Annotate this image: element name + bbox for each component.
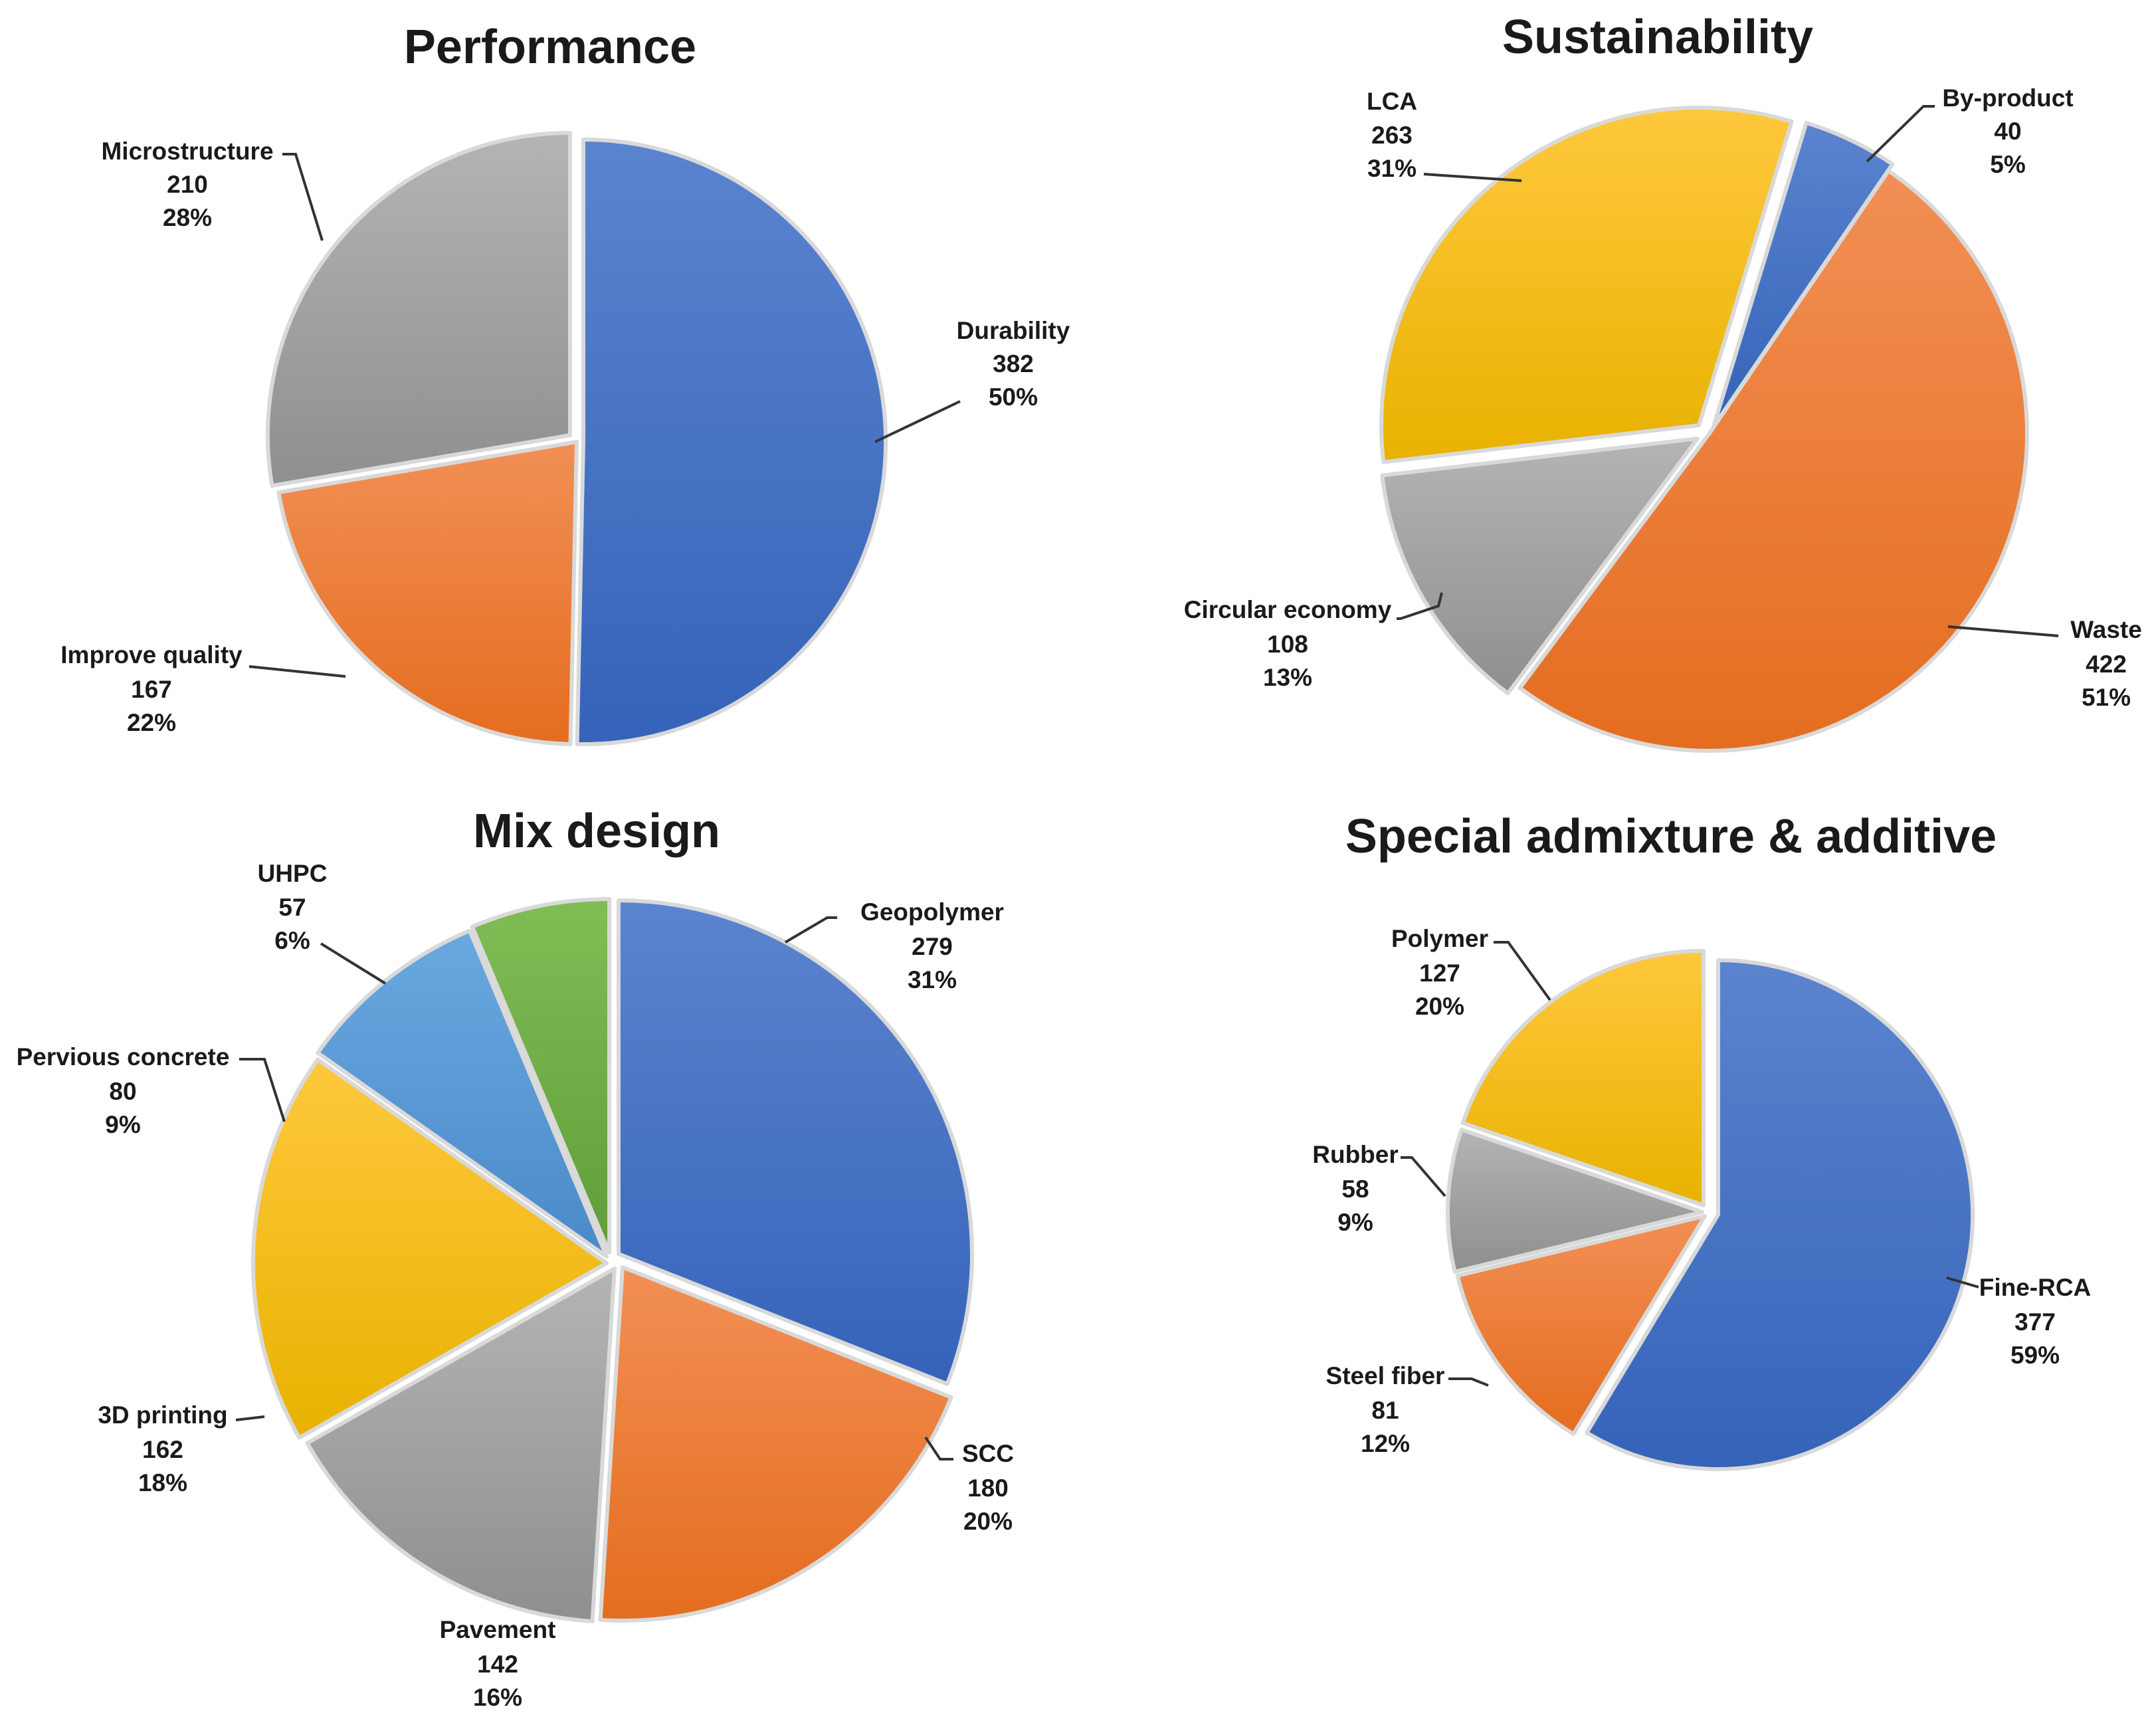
chart-mix-design: Mix design Geopolymer 279 31% SCC 180 20… (17, 805, 1014, 1711)
leader-line-by-product (1866, 105, 1935, 163)
leader-line-microstructure (282, 153, 324, 241)
chart-title: Sustainability (1502, 11, 1813, 64)
slice-value-steel-fiber: 81 (1371, 1397, 1399, 1424)
leader-line-waste (1947, 625, 2059, 637)
slice-percent-pavement: 16% (473, 1684, 522, 1711)
slice-percent-waste: 51% (2082, 684, 2131, 711)
slice-value-geopolymer: 279 (912, 933, 953, 960)
slice-value-rubber: 58 (1341, 1175, 1369, 1203)
slice-label-by-product: By-product (1942, 84, 2073, 112)
pie-slice-3d-printing (251, 1057, 609, 1440)
pie-slices (251, 897, 974, 1623)
chart-sustainability: Sustainability By-product 40 5% Waste 42… (1184, 11, 2142, 753)
slice-value-pervious-concrete: 80 (109, 1078, 136, 1105)
slice-label-fine-rca: Fine-RCA (1979, 1274, 2092, 1301)
pie-slices (1379, 106, 2029, 753)
leader-line-geopolymer (784, 916, 837, 944)
pie-slice-lca (1379, 106, 1794, 464)
slice-label-3d-printing: 3D printing (98, 1401, 227, 1429)
slice-value-pavement: 142 (477, 1651, 518, 1678)
slice-label-scc: SCC (962, 1440, 1014, 1467)
leader-line-durability (874, 400, 961, 443)
slice-label-pavement: Pavement (440, 1616, 556, 1643)
slice-percent-uhpc: 6% (274, 927, 310, 954)
slice-value-uhpc: 57 (278, 894, 306, 921)
slice-value-polymer: 127 (1419, 960, 1460, 987)
slice-percent-rubber: 9% (1337, 1209, 1373, 1236)
slice-percent-steel-fiber: 12% (1361, 1430, 1410, 1457)
slice-percent-fine-rca: 59% (2010, 1342, 2060, 1369)
slice-label-rubber: Rubber (1312, 1141, 1399, 1168)
pie-slice-uhpc (470, 897, 611, 1255)
slice-value-improve-quality: 167 (131, 676, 172, 703)
pie-slice-improve-quality (276, 440, 579, 746)
pie-slice-pavement (305, 1266, 617, 1623)
pie-slice-scc (598, 1265, 953, 1623)
leader-line-steel-fiber (1448, 1377, 1489, 1387)
leader-line-polymer (1494, 941, 1551, 1001)
slice-percent-by-product: 5% (1990, 151, 2025, 178)
slice-value-3d-printing: 162 (142, 1436, 183, 1463)
slice-value-waste: 422 (2086, 651, 2127, 678)
chart-performance: Performance Durability 382 50% Improve q… (60, 21, 1070, 746)
slice-label-waste: Waste (2070, 616, 2142, 643)
leader-line-pervious-concrete (239, 1058, 286, 1122)
chart-title: Special admixture & additive (1345, 810, 1997, 863)
slice-percent-geopolymer: 31% (908, 966, 957, 993)
slice-percent-polymer: 20% (1415, 993, 1464, 1020)
leader-line-fine-rca (1946, 1276, 1979, 1288)
pie-slice-by-product (1712, 120, 1895, 429)
slice-label-geopolymer: Geopolymer (860, 898, 1004, 926)
slice-percent-scc: 20% (963, 1508, 1013, 1535)
slice-value-microstructure: 210 (167, 171, 208, 198)
leader-line-improve-quality (248, 665, 346, 678)
chart-special-admixture-additive: Special admixture & additive Fine-RCA 37… (1312, 810, 2092, 1471)
leader-line-rubber (1401, 1156, 1446, 1197)
slice-percent-pervious-concrete: 9% (105, 1111, 140, 1138)
pie-slice-geopolymer (617, 898, 974, 1386)
slice-label-durability: Durability (957, 317, 1070, 344)
slice-value-durability: 382 (993, 350, 1034, 377)
pie-slice-polymer (1460, 949, 1706, 1207)
slice-value-lca: 263 (1371, 122, 1413, 149)
chart-title: Performance (404, 21, 696, 74)
slice-label-circular-economy: Circular economy (1184, 596, 1392, 623)
slice-value-by-product: 40 (1994, 118, 2021, 145)
slice-value-fine-rca: 377 (2014, 1308, 2056, 1336)
pie-slices (1446, 949, 1975, 1471)
slice-label-steel-fiber: Steel fiber (1326, 1362, 1445, 1389)
pie-slice-microstructure (266, 131, 572, 488)
leader-line-circular-economy (1397, 592, 1443, 620)
leader-line-scc (924, 1436, 953, 1461)
slice-label-lca: LCA (1367, 88, 1417, 115)
slice-value-circular-economy: 108 (1267, 631, 1308, 658)
slice-percent-durability: 50% (989, 383, 1038, 411)
slice-label-improve-quality: Improve quality (60, 641, 243, 668)
pie-slice-rubber (1446, 1127, 1704, 1274)
slice-percent-3d-printing: 18% (138, 1469, 187, 1496)
leader-line-uhpc (320, 942, 387, 985)
leader-line-3d-printing (235, 1415, 265, 1421)
slice-label-polymer: Polymer (1391, 925, 1488, 952)
slice-value-scc: 180 (967, 1474, 1009, 1502)
slice-label-pervious-concrete: Pervious concrete (17, 1043, 230, 1070)
pie-slice-circular-economy (1380, 437, 1700, 696)
pie-slice-waste (1518, 169, 2029, 753)
pie-slice-steel-fiber (1455, 1214, 1707, 1437)
pie-slice-durability (575, 138, 888, 746)
leader-line-lca (1423, 173, 1522, 182)
slice-label-uhpc: UHPC (258, 860, 328, 887)
slice-percent-lca: 31% (1367, 155, 1417, 182)
slice-percent-microstructure: 28% (163, 204, 212, 231)
slice-label-microstructure: Microstructure (101, 138, 273, 165)
slice-percent-circular-economy: 13% (1263, 664, 1312, 691)
pie-slices (266, 131, 888, 746)
pie-slice-pervious-concrete (316, 928, 609, 1259)
slice-percent-improve-quality: 22% (127, 709, 176, 736)
chart-title: Mix design (473, 805, 720, 858)
